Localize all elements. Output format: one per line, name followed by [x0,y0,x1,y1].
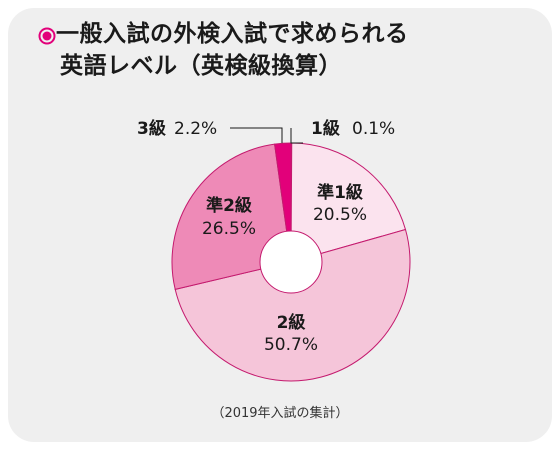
slice-2kyu [174,228,411,382]
label-jun2kyu-value: 26.5% [202,219,256,239]
label-jun1kyu-value: 20.5% [313,205,367,225]
donut-hole [259,230,323,294]
footnote: （2019年入試の集計） [211,406,349,421]
chart-title-line1: 一般入試の外検入試で求められる [56,21,409,47]
chart-title-line2: 英語レベル（英検級換算） [60,53,342,79]
bullet-icon [38,27,56,45]
label-jun1kyu-name: 準1級 [317,182,363,203]
chart-title: 一般入試の外検入試で求められる 英語レベル（英検級換算） [56,18,409,82]
leader-line-3kyu [230,127,283,143]
leader-line-1kyu [290,128,303,144]
label-jun2kyu-name: 準2級 [206,195,252,216]
label-2kyu-value: 50.7% [264,335,318,355]
slice-jun1kyu [290,142,407,263]
label-2kyu-name: 2級 [277,312,306,333]
label-3kyu-name: 3級 [137,118,166,139]
label-3kyu-value: 2.2% [174,119,217,139]
label-1kyu-name: 1級 [311,118,340,139]
label-1kyu-value: 0.1% [352,119,395,139]
